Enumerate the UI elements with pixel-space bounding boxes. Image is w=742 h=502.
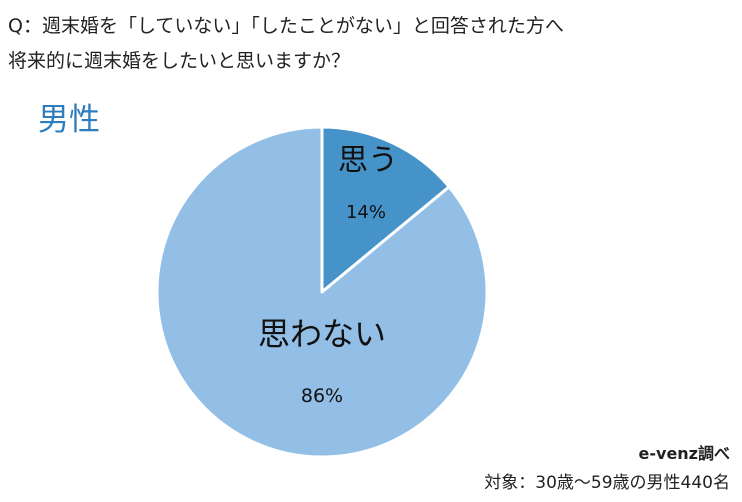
slice-value-omou: 14% (346, 202, 386, 223)
pie-slice-omou (320, 125, 451, 294)
pie-slice-omowanai (155, 125, 489, 459)
slice-label-omou: 思う (338, 143, 398, 178)
slice-value-omowanai: 86% (301, 385, 343, 407)
subgroup-label: 男性 (38, 102, 100, 138)
source-credit: e-venz調べ (638, 444, 730, 463)
question-text-line-1: Q：週末婚を「していない」「したことがない」と回答された方へ (8, 15, 564, 37)
slice-label-omowanai: 思わない (258, 315, 386, 353)
sample-description: 対象：30歳〜59歳の男性440名 (484, 473, 730, 493)
question-text-line-2: 将来的に週末婚をしたいと思いますか？ (8, 50, 351, 72)
